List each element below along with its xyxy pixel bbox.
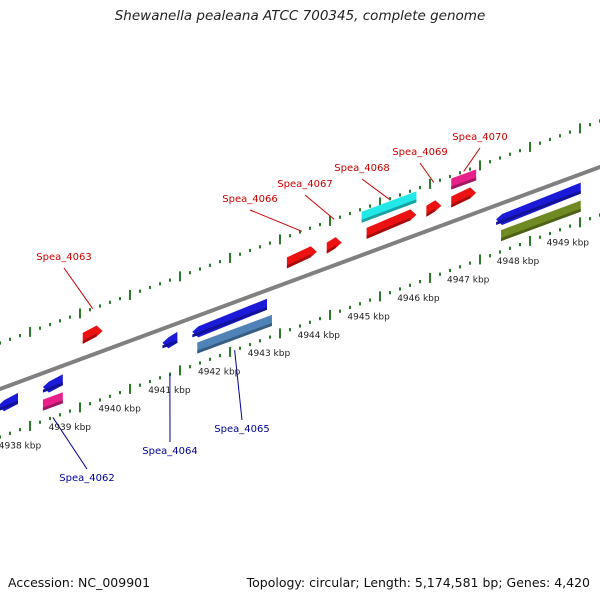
gene-label: Spea_4065 [214,424,269,435]
gene-shadow [82,333,97,344]
callout-line [234,350,243,421]
gene-shadow [451,195,471,208]
gene-shadow [0,400,18,411]
callout-line [463,147,481,172]
gene-feature[interactable] [501,200,581,242]
gene-feature[interactable] [496,182,581,225]
gene-spea-4062[interactable] [42,392,63,411]
callout-line [419,162,435,183]
gene-shadow [197,322,272,354]
gene-shadow [501,208,581,242]
gene-spea-4064[interactable] [162,331,178,349]
gene-label: Spea_4063 [36,252,91,263]
forward-tick-track [0,119,600,345]
genome-summary-label: Topology: circular; Length: 5,174,581 bp… [246,575,590,590]
gene-label: Spea_4069 [392,147,447,158]
gene-label-callouts: Spea_4062 Spea_4063 Spea_4064 Spea_4065 Spea… [36,132,507,484]
gene-feature[interactable] [366,209,417,239]
kbp-label: 4939 kbp [49,423,92,433]
gene-shadow [42,382,63,393]
reverse-tick-track [0,213,600,439]
gene-spea-4070[interactable] [451,169,477,190]
gene-track[interactable] [0,169,581,412]
kbp-label: 4945 kbp [347,312,390,322]
kbp-label: 4943 kbp [248,349,291,359]
map-title: Shewanella pealeana ATCC 700345, complet… [114,8,486,24]
gene-label: Spea_4064 [142,446,197,457]
gene-spea-4063[interactable] [82,325,103,344]
kbp-label: 4942 kbp [198,368,241,378]
gene-shadow [361,199,417,223]
gene-spea-4067[interactable] [326,237,342,254]
gene-shadow [42,400,63,411]
gene-spea-4066[interactable] [286,246,317,269]
callout-line [63,267,94,309]
callout-line [361,178,390,200]
genome-backbone [0,164,600,392]
gene-feature[interactable] [192,298,267,338]
gene-shadow [426,208,436,217]
gene-shadow [162,339,178,349]
gene-label: Spea_4067 [277,179,332,190]
callout-line [304,194,335,220]
gene-shadow [451,177,477,190]
gene-shadow [366,217,411,239]
kbp-label: 4938 kbp [0,441,41,451]
kbp-label: 4940 kbp [98,404,141,414]
kbp-scale-labels: 4938 kbp 4939 kbp 4940 kbp 4941 kbp 4942 kbp… [0,239,589,452]
gene-shadow [496,190,581,225]
gene-feature[interactable] [0,392,18,412]
gene-spea-4068[interactable] [361,191,417,223]
kbp-label: 4949 kbp [547,239,590,249]
kbp-label: 4944 kbp [298,331,341,341]
gene-label: Spea_4068 [334,163,389,174]
gene-label: Spea_4070 [452,132,507,143]
gene-label: Spea_4062 [59,473,114,484]
gene-feature[interactable] [42,374,63,393]
kbp-label: 4947 kbp [447,276,490,286]
callout-line [249,209,303,232]
gene-shadow [326,245,336,254]
kbp-label: 4941 kbp [148,386,191,396]
gene-spea-4065[interactable] [197,314,272,354]
gene-shadow [192,306,267,338]
gene-label: Spea_4066 [222,194,277,205]
kbp-label: 4946 kbp [397,294,440,304]
gene-shadow [286,254,311,269]
kbp-label: 4948 kbp [497,257,540,267]
callout-line [52,417,88,470]
gene-feature[interactable] [451,187,477,208]
accession-label: Accession: NC_009901 [8,575,151,590]
gene-spea-4069[interactable] [426,200,442,217]
